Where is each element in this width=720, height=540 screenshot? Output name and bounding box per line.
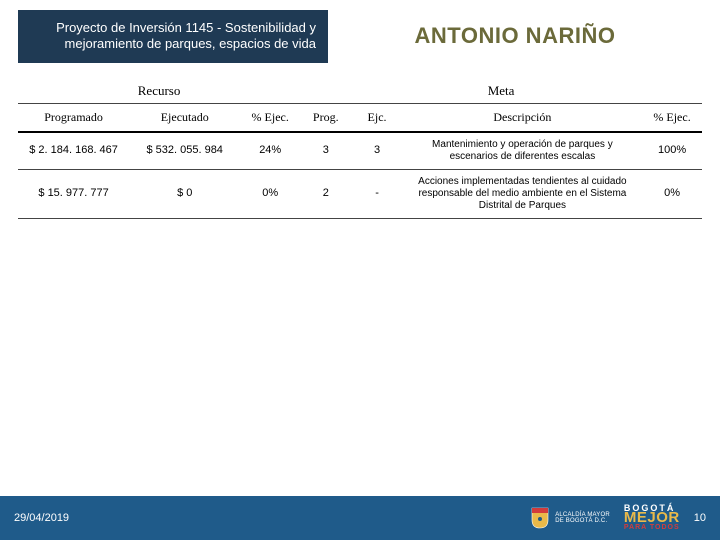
col-pct-ejec-meta: % Ejec. <box>642 103 702 132</box>
cell-descripcion: Mantenimiento y operación de parques y e… <box>403 132 642 170</box>
slide-page: Proyecto de Inversión 1145 - Sostenibili… <box>0 0 720 540</box>
col-ejecutado: Ejecutado <box>129 103 240 132</box>
cell-ejecutado: $ 532. 055. 984 <box>129 132 240 170</box>
col-ejc: Ejc. <box>351 103 402 132</box>
cell-pct-ejec-recurso: 0% <box>240 169 300 218</box>
cell-ejc: - <box>351 169 402 218</box>
logo-bogota: ALCALDÍA MAYOR DE BOGOTÁ D.C. <box>531 507 610 529</box>
logo-mejor: BOGOTÁ MEJOR PARA TODOS <box>624 505 680 531</box>
col-programado: Programado <box>18 103 129 132</box>
header-row: Proyecto de Inversión 1145 - Sostenibili… <box>0 0 720 63</box>
cell-ejecutado: $ 0 <box>129 169 240 218</box>
project-title-box: Proyecto de Inversión 1145 - Sostenibili… <box>18 10 328 63</box>
col-pct-ejec-recurso: % Ejec. <box>240 103 300 132</box>
locality-title: ANTONIO NARIÑO <box>328 10 702 63</box>
shield-icon <box>531 507 549 529</box>
footer-logos: ALCALDÍA MAYOR DE BOGOTÁ D.C. BOGOTÁ MEJ… <box>531 505 706 531</box>
logo-mejor-line3: PARA TODOS <box>624 525 680 531</box>
table-container: Recurso Meta Programado Ejecutado % Ejec… <box>0 63 720 219</box>
cell-programado: $ 15. 977. 777 <box>18 169 129 218</box>
table-row: $ 2. 184. 168. 467 $ 532. 055. 984 24% 3… <box>18 132 702 170</box>
data-table: Recurso Meta Programado Ejecutado % Ejec… <box>18 77 702 219</box>
group-header-recurso: Recurso <box>18 77 300 104</box>
footer-bar: 29/04/2019 ALCALDÍA MAYOR DE BOGOTÁ D.C.… <box>0 496 720 540</box>
logo-bogota-text: ALCALDÍA MAYOR DE BOGOTÁ D.C. <box>555 512 610 525</box>
cell-programado: $ 2. 184. 168. 467 <box>18 132 129 170</box>
footer-date: 29/04/2019 <box>14 512 69 524</box>
col-prog: Prog. <box>300 103 351 132</box>
cell-pct-ejec-recurso: 24% <box>240 132 300 170</box>
logo-bogota-line2: DE BOGOTÁ D.C. <box>555 518 610 524</box>
group-header-meta: Meta <box>300 77 702 104</box>
cell-pct-ejec-meta: 0% <box>642 169 702 218</box>
group-header-row: Recurso Meta <box>18 77 702 104</box>
cell-prog: 2 <box>300 169 351 218</box>
cell-prog: 3 <box>300 132 351 170</box>
table-row: $ 15. 977. 777 $ 0 0% 2 - Acciones imple… <box>18 169 702 218</box>
locality-text: ANTONIO NARIÑO <box>415 23 616 49</box>
col-descripcion: Descripción <box>403 103 642 132</box>
column-header-row: Programado Ejecutado % Ejec. Prog. Ejc. … <box>18 103 702 132</box>
cell-descripcion: Acciones implementadas tendientes al cui… <box>403 169 642 218</box>
cell-ejc: 3 <box>351 132 402 170</box>
slide-number: 10 <box>694 512 706 524</box>
project-title-text: Proyecto de Inversión 1145 - Sostenibili… <box>56 20 316 51</box>
cell-pct-ejec-meta: 100% <box>642 132 702 170</box>
table-body: $ 2. 184. 168. 467 $ 532. 055. 984 24% 3… <box>18 132 702 219</box>
